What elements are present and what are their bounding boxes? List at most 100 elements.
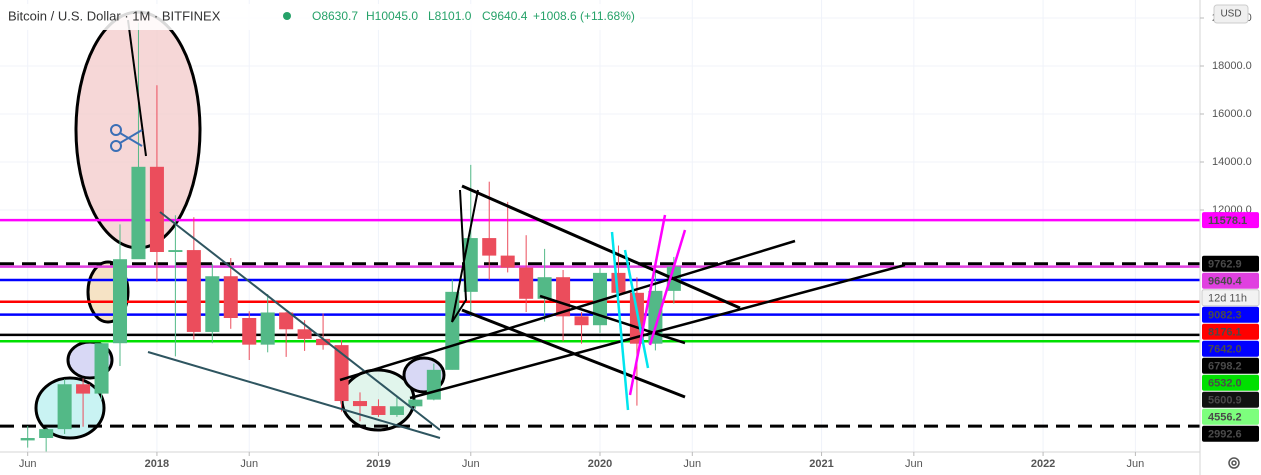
y-tick-label: 18000.0 (1212, 60, 1252, 72)
settings-icon[interactable] (1228, 457, 1240, 469)
candle-body (242, 318, 257, 345)
y-tick-label: 16000.0 (1212, 108, 1252, 120)
candle-body (20, 438, 35, 441)
candle-body (223, 276, 238, 319)
candle-body (334, 345, 349, 402)
trendline (159, 211, 441, 431)
countdown-bg (1201, 289, 1260, 307)
price-label-bg (1202, 323, 1259, 340)
candle-body (76, 384, 91, 394)
price-label-bg (1202, 374, 1259, 391)
price-label-bg (1202, 255, 1259, 272)
candle-body (168, 250, 183, 253)
y-tick-label: 14000.0 (1212, 156, 1252, 168)
trendline (539, 294, 686, 345)
price-label-bg (1202, 425, 1259, 442)
price-label-bg (1202, 391, 1259, 408)
candle-body (519, 267, 534, 299)
price-label-bg (1202, 306, 1259, 323)
candle-body (39, 429, 54, 439)
trendline (623, 249, 650, 369)
trendline (610, 231, 630, 411)
price-label-bg (1202, 340, 1259, 357)
candle-body (426, 369, 441, 400)
candle-body (574, 316, 589, 326)
candle-body (352, 401, 368, 407)
scissors-icon (110, 124, 143, 152)
candle-body (205, 276, 220, 332)
price-label: 9762.9 (1208, 259, 1242, 271)
price-label: 2992.6 (1208, 429, 1242, 441)
price-label: 6532.0 (1208, 378, 1242, 390)
price-label: 6798.2 (1208, 361, 1242, 373)
candle-body (94, 343, 109, 394)
price-label-bg (1202, 212, 1259, 229)
close-text: C9640.4 (482, 9, 528, 23)
x-tick-label: Jun (240, 458, 258, 470)
x-tick-label: Jun (462, 458, 480, 470)
candle-body (131, 166, 146, 260)
candle-body (556, 277, 571, 317)
trendline (461, 184, 741, 310)
x-tick-label: 2022 (1031, 458, 1055, 470)
x-tick-label: 2019 (366, 458, 390, 470)
market-status (283, 12, 291, 20)
candle-body (537, 277, 552, 299)
candle-body (445, 291, 460, 370)
x-tick-label: Jun (905, 458, 923, 470)
price-label: 9640.4 (1208, 276, 1243, 288)
candle-body (260, 312, 275, 345)
candle-body (57, 384, 72, 430)
header-bg (0, 4, 640, 30)
candle-body (371, 406, 386, 415)
currency-label[interactable]: USD (1220, 9, 1241, 20)
price-label: 5600.9 (1208, 395, 1242, 407)
x-tick-label: 2021 (809, 458, 833, 470)
open-text: O8630.7 (312, 9, 358, 23)
trendline (628, 214, 667, 396)
price-label: 9082.3 (1208, 310, 1242, 322)
candle-body (149, 166, 164, 253)
trendlines (110, 19, 906, 439)
change-text: +1008.6 (+11.68%) (533, 9, 635, 23)
x-tick-label: Jun (19, 458, 37, 470)
x-tick-label: 2020 (588, 458, 612, 470)
high-text: H10045.0 (366, 9, 418, 23)
countdown-label: 12d 11h (1208, 293, 1247, 305)
candle-body (463, 238, 478, 292)
x-tick-label: 2018 (145, 458, 169, 470)
low-text: L8101.0 (428, 9, 472, 23)
symbol-title: Bitcoin / U.S. Dollar · 1M · BITFINEX (8, 8, 221, 23)
price-label: 8176.1 (1208, 327, 1242, 339)
price-label: 4556.2 (1208, 412, 1242, 424)
candle-body (297, 329, 312, 339)
currency-button[interactable] (1213, 4, 1249, 24)
price-label-bg (1202, 272, 1259, 289)
trendline (147, 351, 441, 439)
price-label: 11578.1 (1208, 215, 1247, 227)
trendline (339, 239, 796, 382)
price-label-bg (1202, 357, 1259, 374)
path-drawing (451, 189, 479, 323)
candles (20, 22, 681, 452)
candle-body (592, 272, 608, 326)
candle-body (279, 312, 294, 330)
candle-body (186, 250, 201, 332)
trendline (127, 19, 147, 157)
candle-body (611, 272, 626, 293)
x-tick-label: Jun (1127, 458, 1145, 470)
candle-body (482, 238, 497, 256)
price-labels: 11578.1 9762.9 9640.4 12d 11h 9082.3 8176.1 76… (1201, 212, 1260, 442)
candle-body (389, 406, 404, 415)
trendline (648, 229, 687, 346)
x-tick-label: Jun (683, 458, 701, 470)
price-label: 7642.0 (1208, 344, 1242, 356)
price-label-bg (1202, 408, 1259, 425)
candle-body (408, 399, 423, 407)
candle-body (500, 255, 515, 268)
trendline (409, 263, 906, 400)
candle-body (316, 338, 331, 346)
candle-body (112, 259, 128, 344)
